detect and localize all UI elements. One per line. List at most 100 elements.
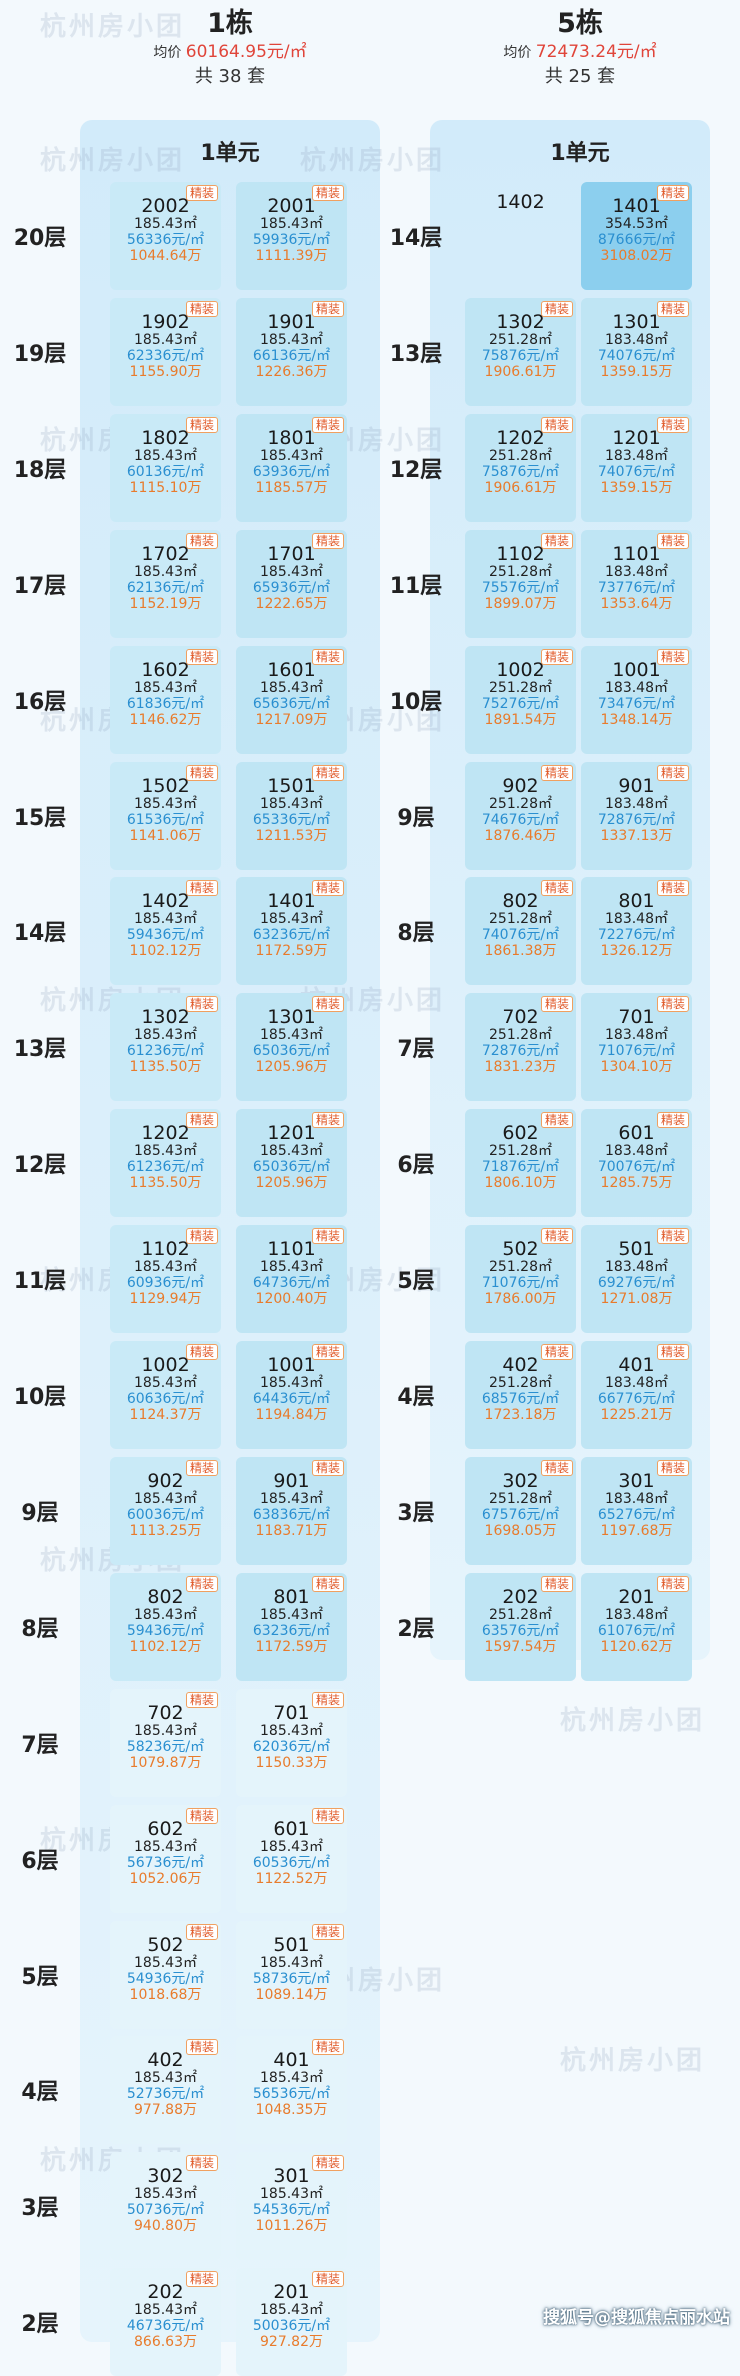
finish-badge: 精装 — [656, 417, 689, 433]
unit-card[interactable]: 702 185.43㎡ 58236元/㎡ 1079.87万 精装 — [110, 1689, 221, 1797]
unit-card[interactable]: 1202 251.28㎡ 75876元/㎡ 1906.61万 精装 — [465, 414, 576, 522]
unit-card[interactable]: 801 185.43㎡ 63236元/㎡ 1172.59万 精装 — [236, 1573, 347, 1681]
unit-total: 1183.71万 — [255, 1523, 328, 1539]
unit-card[interactable]: 1101 185.43㎡ 64736元/㎡ 1200.40万 精装 — [236, 1225, 347, 1333]
unit-total: 1129.94万 — [129, 1291, 202, 1307]
unit-price: 46736元/㎡ — [126, 2318, 205, 2334]
unit-card[interactable]: 1801 185.43㎡ 63936元/㎡ 1185.57万 精装 — [236, 414, 347, 522]
finish-badge: 精装 — [311, 649, 344, 665]
unit-total: 1222.65万 — [255, 596, 328, 612]
finish-badge: 精装 — [311, 1228, 344, 1244]
unit-price: 74076元/㎡ — [597, 464, 676, 480]
unit-card[interactable]: 602 185.43㎡ 56736元/㎡ 1052.06万 精装 — [110, 1805, 221, 1913]
unit-card[interactable]: 501 183.48㎡ 69276元/㎡ 1271.08万 精装 — [581, 1225, 692, 1333]
unit-card[interactable]: 1402 185.43㎡ 59436元/㎡ 1102.12万 精装 — [110, 877, 221, 985]
finish-badge: 精装 — [311, 1692, 344, 1708]
unit-card[interactable]: 1702 185.43㎡ 62136元/㎡ 1152.19万 精装 — [110, 530, 221, 638]
unit-price: 72876元/㎡ — [481, 1043, 560, 1059]
unit-card[interactable]: 502 185.43㎡ 54936元/㎡ 1018.68万 精装 — [110, 1921, 221, 2029]
unit-total: 1172.59万 — [255, 1639, 328, 1655]
unit-card[interactable]: 802 251.28㎡ 74076元/㎡ 1861.38万 精装 — [465, 877, 576, 985]
unit-card[interactable]: 1401 354.53㎡ 87666元/㎡ 3108.02万 精装 — [581, 182, 692, 290]
unit-card[interactable]: 1502 185.43㎡ 61536元/㎡ 1141.06万 精装 — [110, 762, 221, 870]
unit-price: 50736元/㎡ — [126, 2202, 205, 2218]
unit-card[interactable]: 1302 185.43㎡ 61236元/㎡ 1135.50万 精装 — [110, 993, 221, 1101]
unit-room: 902 — [502, 775, 539, 797]
unit-card[interactable]: 1202 185.43㎡ 61236元/㎡ 1135.50万 精装 — [110, 1109, 221, 1217]
unit-card[interactable]: 301 185.43㎡ 54536元/㎡ 1011.26万 精装 — [236, 2152, 347, 2260]
unit-room: 2002 — [141, 195, 190, 217]
unit-card[interactable]: 1501 185.43㎡ 65336元/㎡ 1211.53万 精装 — [236, 762, 347, 870]
unit-card[interactable]: 901 185.43㎡ 63836元/㎡ 1183.71万 精装 — [236, 1457, 347, 1565]
unit-card[interactable]: 1102 251.28㎡ 75576元/㎡ 1899.07万 精装 — [465, 530, 576, 638]
unit-card[interactable]: 202 185.43㎡ 46736元/㎡ 866.63万 精装 — [110, 2268, 221, 2376]
unit-price: 87666元/㎡ — [597, 232, 676, 248]
unit-price: 71876元/㎡ — [481, 1159, 560, 1175]
unit-card[interactable]: 1102 185.43㎡ 60936元/㎡ 1129.94万 精装 — [110, 1225, 221, 1333]
unit-card[interactable]: 1701 185.43㎡ 65936元/㎡ 1222.65万 精装 — [236, 530, 347, 638]
unit-card[interactable]: 1901 185.43㎡ 66136元/㎡ 1226.36万 精装 — [236, 298, 347, 406]
building-1-header: 1栋 均价 60164.95元/㎡ 共 38 套 — [110, 4, 350, 93]
unit-room: 802 — [147, 1586, 184, 1608]
finish-badge: 精装 — [656, 996, 689, 1012]
unit-card[interactable]: 801 183.48㎡ 72276元/㎡ 1326.12万 精装 — [581, 877, 692, 985]
unit-area: 185.43㎡ — [260, 1955, 323, 1971]
unit-price: 65636元/㎡ — [252, 696, 331, 712]
unit-card[interactable]: 402 185.43㎡ 52736元/㎡ 977.88万 精装 — [110, 2036, 221, 2144]
unit-card[interactable]: 2001 185.43㎡ 59936元/㎡ 1111.39万 精装 — [236, 182, 347, 290]
unit-card[interactable]: 701 185.43㎡ 62036元/㎡ 1150.33万 精装 — [236, 1689, 347, 1797]
unit-card[interactable]: 502 251.28㎡ 71076元/㎡ 1786.00万 精装 — [465, 1225, 576, 1333]
unit-card[interactable]: 201 185.43㎡ 50036元/㎡ 927.82万 精装 — [236, 2268, 347, 2376]
unit-card[interactable]: 1201 185.43㎡ 65036元/㎡ 1205.96万 精装 — [236, 1109, 347, 1217]
finish-badge: 精装 — [311, 2039, 344, 2055]
unit-card[interactable]: 1201 183.48㎡ 74076元/㎡ 1359.15万 精装 — [581, 414, 692, 522]
unit-price: 75576元/㎡ — [481, 580, 560, 596]
unit-room: 801 — [273, 1586, 310, 1608]
unit-price: 74076元/㎡ — [597, 348, 676, 364]
unit-card[interactable]: 1002 185.43㎡ 60636元/㎡ 1124.37万 精装 — [110, 1341, 221, 1449]
unit-card[interactable]: 601 183.48㎡ 70076元/㎡ 1285.75万 精装 — [581, 1109, 692, 1217]
unit-card[interactable]: 701 183.48㎡ 71076元/㎡ 1304.10万 精装 — [581, 993, 692, 1101]
unit-card[interactable]: 302 251.28㎡ 67576元/㎡ 1698.05万 精装 — [465, 1457, 576, 1565]
unit-card[interactable]: 2002 185.43㎡ 56336元/㎡ 1044.64万 精装 — [110, 182, 221, 290]
unit-card[interactable]: 1001 185.43㎡ 64436元/㎡ 1194.84万 精装 — [236, 1341, 347, 1449]
unit-card[interactable]: 302 185.43㎡ 50736元/㎡ 940.80万 精装 — [110, 2152, 221, 2260]
unit-card[interactable]: 1001 183.48㎡ 73476元/㎡ 1348.14万 精装 — [581, 646, 692, 754]
unit-card[interactable]: 802 185.43㎡ 59436元/㎡ 1102.12万 精装 — [110, 1573, 221, 1681]
unit-card[interactable]: 1402 — [465, 182, 576, 290]
unit-card[interactable]: 402 251.28㎡ 68576元/㎡ 1723.18万 精装 — [465, 1341, 576, 1449]
unit-area: 185.43㎡ — [260, 1839, 323, 1855]
unit-card[interactable]: 1002 251.28㎡ 75276元/㎡ 1891.54万 精装 — [465, 646, 576, 754]
unit-card[interactable]: 202 251.28㎡ 63576元/㎡ 1597.54万 精装 — [465, 1573, 576, 1681]
unit-card[interactable]: 1401 185.43㎡ 63236元/㎡ 1172.59万 精装 — [236, 877, 347, 985]
unit-card[interactable]: 901 183.48㎡ 72876元/㎡ 1337.13万 精装 — [581, 762, 692, 870]
unit-card[interactable]: 1301 183.48㎡ 74076元/㎡ 1359.15万 精装 — [581, 298, 692, 406]
unit-card[interactable]: 601 185.43㎡ 60536元/㎡ 1122.52万 精装 — [236, 1805, 347, 1913]
unit-room: 702 — [147, 1702, 184, 1724]
unit-room: 1001 — [612, 659, 661, 681]
unit-card[interactable]: 401 185.43㎡ 56536元/㎡ 1048.35万 精装 — [236, 2036, 347, 2144]
unit-card[interactable]: 301 183.48㎡ 65276元/㎡ 1197.68万 精装 — [581, 1457, 692, 1565]
unit-card[interactable]: 902 185.43㎡ 60036元/㎡ 1113.25万 精装 — [110, 1457, 221, 1565]
unit-card[interactable]: 501 185.43㎡ 58736元/㎡ 1089.14万 精装 — [236, 1921, 347, 2029]
unit-card[interactable]: 1301 185.43㎡ 65036元/㎡ 1205.96万 精装 — [236, 993, 347, 1101]
unit-card[interactable]: 1802 185.43㎡ 60136元/㎡ 1115.10万 精装 — [110, 414, 221, 522]
unit-card[interactable]: 702 251.28㎡ 72876元/㎡ 1831.23万 精装 — [465, 993, 576, 1101]
unit-card[interactable]: 1302 251.28㎡ 75876元/㎡ 1906.61万 精装 — [465, 298, 576, 406]
unit-room: 901 — [273, 1470, 310, 1492]
building-5-title: 5栋 — [557, 8, 603, 39]
unit-card[interactable]: 201 183.48㎡ 61076元/㎡ 1120.62万 精装 — [581, 1573, 692, 1681]
unit-price: 74676元/㎡ — [481, 812, 560, 828]
unit-card[interactable]: 1101 183.48㎡ 73776元/㎡ 1353.64万 精装 — [581, 530, 692, 638]
unit-area: 183.48㎡ — [605, 911, 668, 927]
unit-card[interactable]: 1602 185.43㎡ 61836元/㎡ 1146.62万 精装 — [110, 646, 221, 754]
unit-card[interactable]: 401 183.48㎡ 66776元/㎡ 1225.21万 精装 — [581, 1341, 692, 1449]
unit-card[interactable]: 902 251.28㎡ 74676元/㎡ 1876.46万 精装 — [465, 762, 576, 870]
unit-card[interactable]: 602 251.28㎡ 71876元/㎡ 1806.10万 精装 — [465, 1109, 576, 1217]
finish-badge: 精装 — [185, 1924, 218, 1940]
avg-label: 均价 — [153, 45, 182, 61]
unit-card[interactable]: 1902 185.43㎡ 62336元/㎡ 1155.90万 精装 — [110, 298, 221, 406]
unit-area: 354.53㎡ — [605, 216, 668, 232]
unit-total: 1102.12万 — [129, 943, 202, 959]
unit-card[interactable]: 1601 185.43㎡ 65636元/㎡ 1217.09万 精装 — [236, 646, 347, 754]
